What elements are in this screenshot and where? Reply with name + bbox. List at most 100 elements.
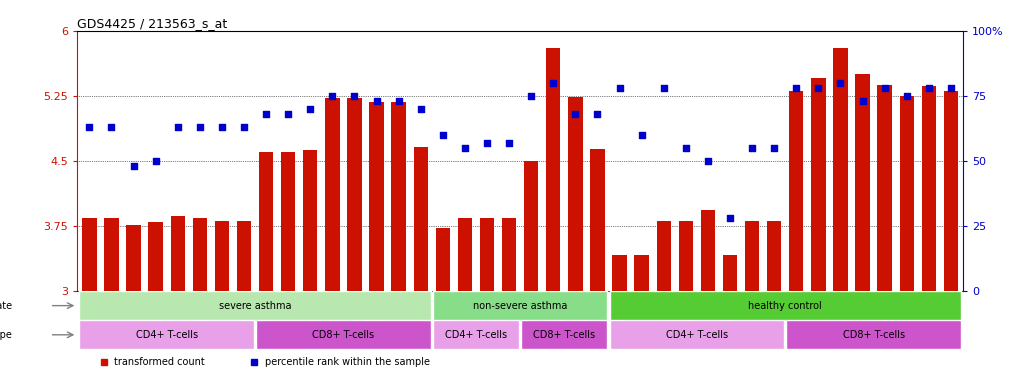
Point [126, 163, 142, 169]
Bar [148, 222, 163, 291]
Bar [767, 221, 782, 291]
Text: percentile rank within the sample: percentile rank within the sample [265, 356, 431, 366]
Bar [502, 218, 516, 291]
Point [722, 215, 739, 221]
Point [324, 93, 341, 99]
Point [479, 140, 495, 146]
Bar [259, 152, 273, 291]
Bar [457, 218, 472, 291]
Bar [590, 149, 605, 291]
Bar [723, 255, 737, 291]
Bar [370, 102, 384, 291]
Point [213, 124, 230, 130]
Point [236, 124, 252, 130]
Point [170, 124, 186, 130]
Text: CD8+ T-cells: CD8+ T-cells [843, 330, 904, 340]
Bar [433, 291, 608, 320]
Bar [679, 221, 693, 291]
Bar [569, 97, 583, 291]
Bar [215, 221, 229, 291]
Point [258, 111, 274, 117]
Text: non-severe asthma: non-severe asthma [473, 301, 568, 311]
Text: severe asthma: severe asthma [218, 301, 291, 311]
Bar [855, 74, 869, 291]
Point [369, 98, 385, 104]
Point [568, 111, 584, 117]
Text: CD8+ T-cells: CD8+ T-cells [534, 330, 595, 340]
Point [589, 111, 606, 117]
Point [633, 132, 650, 138]
Bar [610, 320, 784, 349]
Bar [414, 147, 427, 291]
Bar [193, 218, 207, 291]
Point [456, 145, 473, 151]
Bar [745, 221, 759, 291]
Bar [943, 91, 958, 291]
Point [545, 80, 561, 86]
Text: disease state: disease state [0, 301, 12, 311]
Bar [480, 218, 494, 291]
Point [81, 124, 98, 130]
Point [523, 93, 540, 99]
Bar [127, 225, 141, 291]
Point [942, 85, 959, 91]
Point [192, 124, 208, 130]
Point [877, 85, 893, 91]
Point [921, 85, 937, 91]
Bar [237, 221, 251, 291]
Bar [79, 291, 431, 320]
Bar [82, 218, 97, 291]
Point [147, 158, 164, 164]
Point [103, 124, 119, 130]
Bar [303, 150, 317, 291]
Point [678, 145, 694, 151]
Bar [812, 78, 825, 291]
Point [655, 85, 672, 91]
Text: GDS4425 / 213563_s_at: GDS4425 / 213563_s_at [77, 17, 228, 30]
Bar [433, 320, 519, 349]
Text: CD8+ T-cells: CD8+ T-cells [312, 330, 375, 340]
Bar [171, 215, 185, 291]
Point [788, 85, 804, 91]
Text: CD4+ T-cells: CD4+ T-cells [445, 330, 507, 340]
Point [435, 132, 451, 138]
Point [744, 145, 760, 151]
Bar [347, 98, 362, 291]
Text: cell type: cell type [0, 330, 12, 340]
Bar [436, 228, 450, 291]
Point [501, 140, 517, 146]
Point [699, 158, 716, 164]
Bar [524, 161, 539, 291]
Text: CD4+ T-cells: CD4+ T-cells [136, 330, 198, 340]
Bar [281, 152, 296, 291]
Bar [922, 86, 936, 291]
Point [832, 80, 849, 86]
Bar [613, 255, 626, 291]
Bar [634, 255, 649, 291]
Bar [786, 320, 961, 349]
Bar [700, 210, 715, 291]
Point [811, 85, 827, 91]
Bar [521, 320, 608, 349]
Point [390, 98, 407, 104]
Point [302, 106, 318, 112]
Bar [656, 221, 671, 291]
Bar [104, 218, 118, 291]
Point [346, 93, 363, 99]
Point [898, 93, 915, 99]
Bar [610, 291, 961, 320]
Point [612, 85, 628, 91]
Bar [789, 91, 803, 291]
Bar [899, 96, 914, 291]
Bar [391, 102, 406, 291]
Bar [546, 48, 560, 291]
Bar [256, 320, 431, 349]
Point [280, 111, 297, 117]
Text: transformed count: transformed count [114, 356, 205, 366]
Point [766, 145, 783, 151]
Bar [833, 48, 848, 291]
Bar [79, 320, 254, 349]
Bar [878, 84, 892, 291]
Text: CD4+ T-cells: CD4+ T-cells [665, 330, 728, 340]
Bar [325, 98, 340, 291]
